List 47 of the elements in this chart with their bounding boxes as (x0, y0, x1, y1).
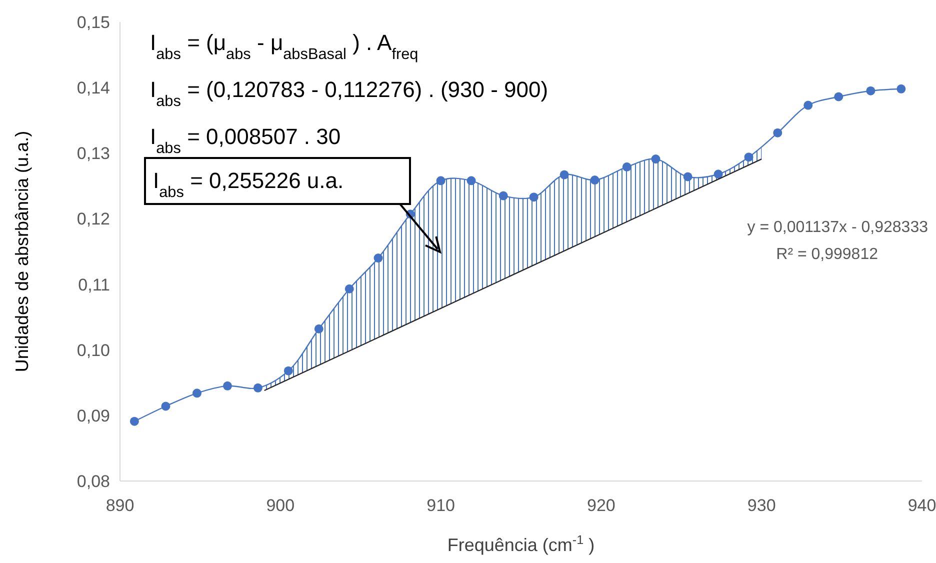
point (804, 100, 813, 110)
point (529, 192, 538, 202)
point (622, 162, 632, 172)
annotation: I$_{abs}$ = 0,255226 u.a. (153, 168, 344, 200)
point (374, 254, 383, 263)
x-tick-label: 910 (426, 496, 455, 515)
annotation: y = 0,001137x - 0,928333 (747, 219, 928, 236)
x-axis-title: Frequência (cm$^{-1}$) (447, 533, 595, 555)
y-tick-label: 0,08 (76, 472, 110, 491)
point (436, 176, 446, 186)
point (284, 366, 293, 376)
point (192, 388, 202, 398)
point (314, 324, 324, 334)
point (896, 84, 906, 94)
x-tick-label: 940 (908, 496, 936, 515)
y-tick-label: 0,15 (76, 13, 110, 32)
y-tick-label: 0,11 (78, 275, 110, 294)
annotation: I$_{abs}$ = 0,008507 . 30 (150, 124, 341, 156)
x-tick-label: 890 (106, 496, 134, 515)
annotation: R² = 0,999812 (776, 246, 878, 263)
x-tick-label: 920 (587, 496, 616, 515)
point (744, 152, 754, 162)
point (834, 92, 844, 102)
x-tick-label: 900 (266, 496, 295, 515)
point (130, 416, 139, 426)
y-tick-label: 0,14 (76, 78, 110, 98)
point (714, 170, 723, 179)
y-tick-label: 0,13 (76, 144, 110, 164)
point (651, 154, 660, 164)
point (498, 191, 508, 200)
point (590, 176, 600, 185)
y-tick-label: 0,09 (76, 406, 110, 426)
annotation: I$_{abs}$ = (0,120783 - 0,112276) . (930 - 900) (150, 77, 548, 110)
point (222, 381, 232, 390)
x-tick-label: 930 (747, 496, 776, 515)
point (466, 176, 476, 186)
point (773, 128, 782, 138)
point (683, 172, 692, 182)
point (253, 383, 262, 392)
point (866, 86, 876, 96)
point (161, 402, 170, 411)
y-tick-label: 0,12 (76, 210, 110, 229)
point (560, 170, 569, 180)
point (344, 284, 354, 294)
annotation: I$_{abs}$ = (μ$_{abs}$ - μ$_{absBasal}$) . A$_{freq}$ (150, 30, 418, 62)
y-tick-label: 0,10 (76, 340, 110, 360)
y-axis-title: Unidades de absrbância (u.a.) (12, 130, 32, 372)
